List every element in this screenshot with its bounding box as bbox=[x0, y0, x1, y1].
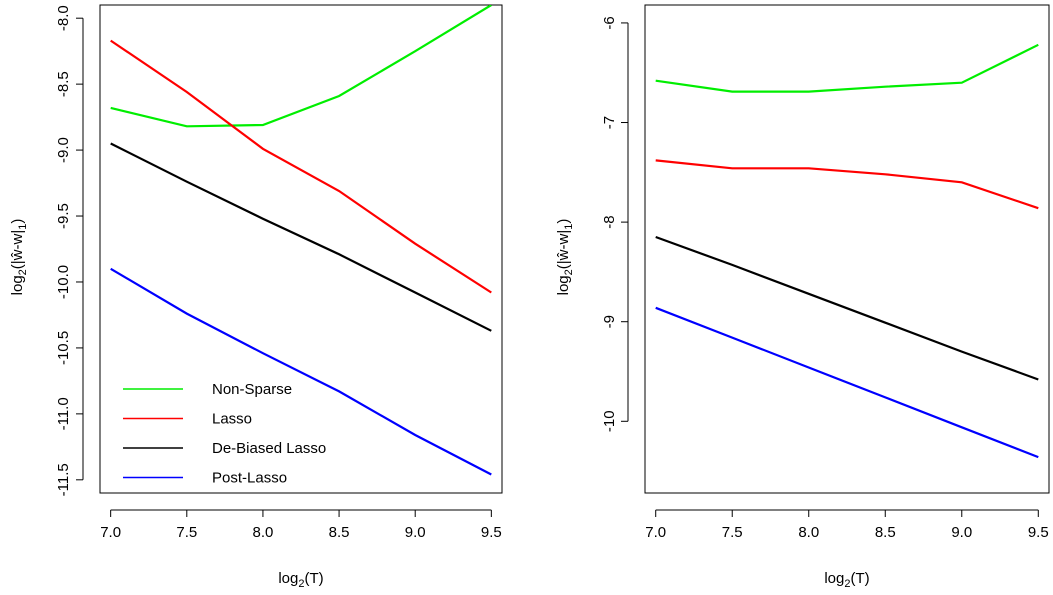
y-tick-label: -9.0 bbox=[55, 137, 72, 163]
legend: Non-Sparse Lasso De-Biased Lasso Post-Lasso bbox=[123, 381, 326, 487]
x-tick-label: 7.0 bbox=[100, 524, 121, 541]
series-line-non-sparse bbox=[655, 43, 1039, 93]
legend-label: De-Biased Lasso bbox=[212, 440, 326, 457]
series-line-post-lasso bbox=[655, 306, 1039, 459]
series-line-de-biased-lasso bbox=[655, 235, 1039, 381]
y-tick-label: -10.5 bbox=[55, 331, 72, 365]
y-tick-label: -10 bbox=[601, 410, 618, 432]
y-tick-label: -10.0 bbox=[55, 265, 72, 299]
series-line-lasso bbox=[110, 39, 492, 294]
y-tick-label: -8 bbox=[601, 215, 618, 228]
y-axis-title: log2(|ŵ-w|1) bbox=[9, 219, 29, 296]
x-tick-label: 9.5 bbox=[1028, 524, 1049, 541]
x-tick-label: 8.5 bbox=[329, 524, 350, 541]
left-panel: 7.0 7.5 8.0 8.5 9.0 9.5 -8.0 -8.5 -9.0 -9.5 -10.0 -… bbox=[9, 4, 503, 590]
y-tick-label: -8.5 bbox=[55, 71, 72, 97]
legend-label: Non-Sparse bbox=[212, 381, 292, 398]
series-line-de-biased-lasso bbox=[110, 142, 492, 332]
series-line-lasso bbox=[655, 159, 1039, 210]
y-tick-label: -7 bbox=[601, 116, 618, 129]
y-tick-label: -11.5 bbox=[55, 463, 72, 496]
x-tick-label: 8.0 bbox=[253, 524, 274, 541]
x-tick-label: 7.5 bbox=[176, 524, 197, 541]
legend-label: Lasso bbox=[212, 411, 252, 428]
y-tick-label: -6 bbox=[601, 16, 618, 29]
x-tick-label: 9.0 bbox=[951, 524, 972, 541]
x-tick-label: 7.0 bbox=[645, 524, 666, 541]
x-tick-label: 7.5 bbox=[722, 524, 743, 541]
x-tick-label: 9.0 bbox=[405, 524, 426, 541]
y-tick-label: -9 bbox=[601, 315, 618, 328]
y-tick-label: -8.0 bbox=[55, 5, 72, 31]
x-tick-label: 9.5 bbox=[481, 524, 502, 541]
y-tick-label: -11.0 bbox=[55, 397, 72, 430]
x-axis-title: log2(T) bbox=[278, 570, 323, 590]
plot-frame bbox=[99, 4, 503, 494]
series-line-non-sparse bbox=[110, 5, 492, 128]
series-line-post-lasso bbox=[110, 267, 492, 476]
x-tick-label: 8.5 bbox=[875, 524, 896, 541]
x-tick-label: 8.0 bbox=[798, 524, 819, 541]
y-axis-title: log2(|ŵ-w|1) bbox=[555, 219, 575, 296]
plot-frame bbox=[644, 4, 1050, 494]
x-axis-title: log2(T) bbox=[824, 570, 869, 590]
legend-label: Post-Lasso bbox=[212, 470, 287, 487]
right-panel: 7.0 7.5 8.0 8.5 9.0 9.5 -6 -7 -8 -9 -10 log2(T) log2… bbox=[555, 4, 1050, 590]
y-tick-label: -9.5 bbox=[55, 203, 72, 229]
